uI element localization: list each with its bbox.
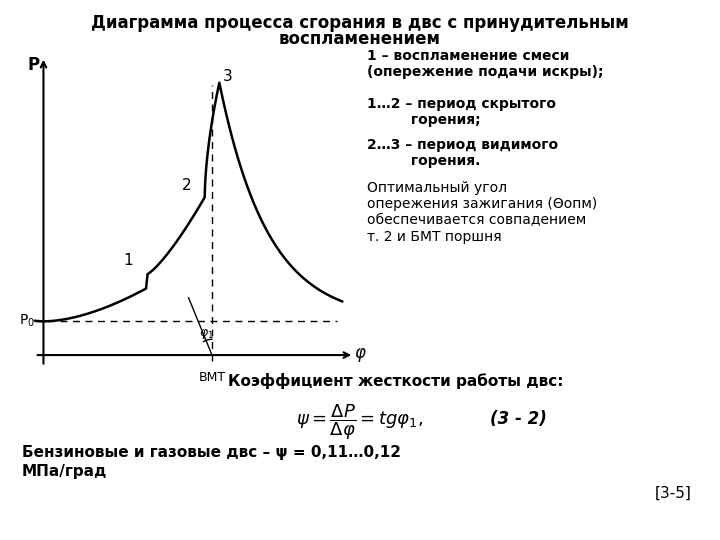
Text: 1: 1 bbox=[124, 253, 133, 268]
Text: 1…2 – период скрытого
         горения;: 1…2 – период скрытого горения; bbox=[367, 97, 557, 127]
Text: Оптимальный угол
опережения зажигания (Θопм)
обеспечивается совпадением
т. 2 и Б: Оптимальный угол опережения зажигания (Θ… bbox=[367, 181, 598, 244]
Text: 2: 2 bbox=[182, 178, 192, 193]
Text: $\varphi$: $\varphi$ bbox=[354, 346, 366, 364]
Text: [3-5]: [3-5] bbox=[654, 486, 691, 501]
Text: $\varphi_1$: $\varphi_1$ bbox=[199, 327, 214, 341]
Text: P: P bbox=[27, 57, 40, 75]
Text: (3 - 2): (3 - 2) bbox=[490, 410, 546, 428]
Text: ВМТ: ВМТ bbox=[199, 371, 225, 384]
Text: воспламенением: воспламенением bbox=[279, 30, 441, 48]
Text: 1 – воспламенение смеси
(опережение подачи искры);: 1 – воспламенение смеси (опережение пода… bbox=[367, 49, 603, 79]
Text: МПа/град: МПа/град bbox=[22, 464, 107, 480]
Text: 2…3 – период видимого
         горения.: 2…3 – период видимого горения. bbox=[367, 138, 558, 168]
Text: $\psi = \dfrac{\Delta P}{\Delta\varphi} = tg\varphi_1,$: $\psi = \dfrac{\Delta P}{\Delta\varphi} … bbox=[297, 402, 423, 442]
Text: P$_0$: P$_0$ bbox=[19, 313, 35, 329]
Text: Коэффициент жесткости работы двс:: Коэффициент жесткости работы двс: bbox=[228, 373, 564, 389]
Text: 3: 3 bbox=[223, 70, 233, 84]
Text: Бензиновые и газовые двс – ψ = 0,11…0,12: Бензиновые и газовые двс – ψ = 0,11…0,12 bbox=[22, 446, 400, 461]
Text: Диаграмма процесса сгорания в двс с принудительным: Диаграмма процесса сгорания в двс с прин… bbox=[91, 14, 629, 31]
